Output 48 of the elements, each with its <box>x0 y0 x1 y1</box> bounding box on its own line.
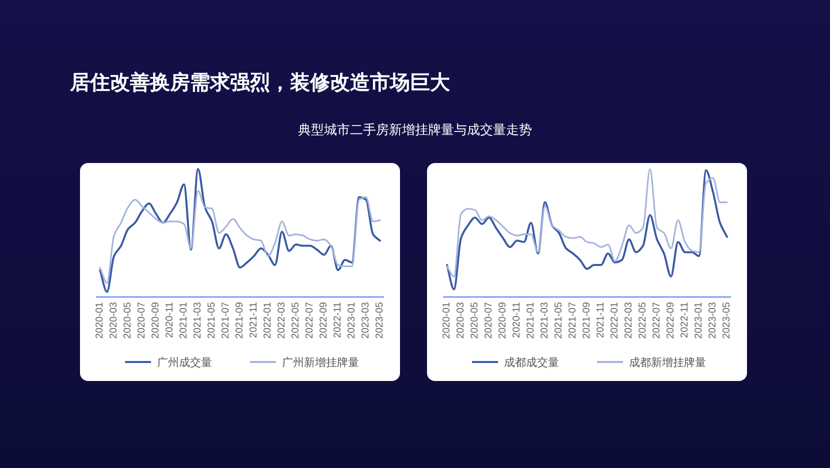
text: 典型城市二手房新增挂牌量与成交量走势 <box>298 122 532 137</box>
x-tick-label: 2020-03 <box>456 302 466 339</box>
x-tick-label: 2022-09 <box>318 302 330 339</box>
x-tick-label: 2022-11 <box>680 302 690 338</box>
x-tick-label: 2021-11 <box>596 302 606 338</box>
x-tick-label: 2022-01 <box>262 302 274 339</box>
x-tick-label: 2022-11 <box>332 302 344 338</box>
x-tick-label: 2022-05 <box>290 302 302 339</box>
x-tick-label: 2020-03 <box>108 302 120 339</box>
x-tick-label: 2023-03 <box>360 302 372 339</box>
x-tick-label: 2021-05 <box>206 302 218 339</box>
x-tick-label: 2023-01 <box>694 302 704 339</box>
x-tick-label: 2022-03 <box>624 302 634 339</box>
chart-title: 居住改善换房需求强烈，装修改造市场巨大 <box>69 71 451 94</box>
x-tick-label: 2023-05 <box>722 302 732 339</box>
x-tick-label: 2022-07 <box>652 302 662 339</box>
x-tick-label: 2021-07 <box>220 302 232 339</box>
legend-label: 广州新增挂牌量 <box>282 356 359 369</box>
x-tick-label: 2020-07 <box>484 302 494 339</box>
x-tick-label: 2022-01 <box>610 302 620 339</box>
x-tick-label: 2022-03 <box>276 302 288 339</box>
legend-label: 成都新增挂牌量 <box>629 356 706 369</box>
x-tick-label: 2023-05 <box>374 302 386 339</box>
x-tick-label: 2022-07 <box>304 302 316 339</box>
x-tick-label: 2021-01 <box>526 302 536 339</box>
x-tick-label: 2020-11 <box>164 302 176 338</box>
x-tick-label: 2020-01 <box>442 302 452 339</box>
x-tick-label: 2022-09 <box>666 302 676 339</box>
x-tick-label: 2020-11 <box>512 302 522 338</box>
x-tick-label: 2020-09 <box>150 302 162 339</box>
legend-label: 广州成交量 <box>157 356 212 369</box>
legend-label: 成都成交量 <box>504 356 559 369</box>
x-tick-label: 2023-03 <box>708 302 718 339</box>
x-tick-label: 2021-11 <box>248 302 260 338</box>
x-tick-label: 2022-05 <box>638 302 648 339</box>
x-tick-label: 2021-03 <box>540 302 550 339</box>
x-tick-label: 2020-01 <box>94 302 106 339</box>
x-tick-label: 2023-01 <box>346 302 358 339</box>
x-tick-label: 2021-01 <box>178 302 190 339</box>
x-tick-label: 2021-03 <box>192 302 204 339</box>
x-tick-label: 2021-09 <box>234 302 246 339</box>
x-tick-label: 2020-09 <box>498 302 508 339</box>
x-tick-label: 2020-05 <box>122 302 134 339</box>
x-tick-label: 2021-07 <box>568 302 578 339</box>
x-tick-label: 2020-05 <box>470 302 480 339</box>
x-tick-label: 2021-09 <box>582 302 592 339</box>
x-tick-label: 2021-05 <box>554 302 564 339</box>
x-tick-label: 2020-07 <box>136 302 148 339</box>
